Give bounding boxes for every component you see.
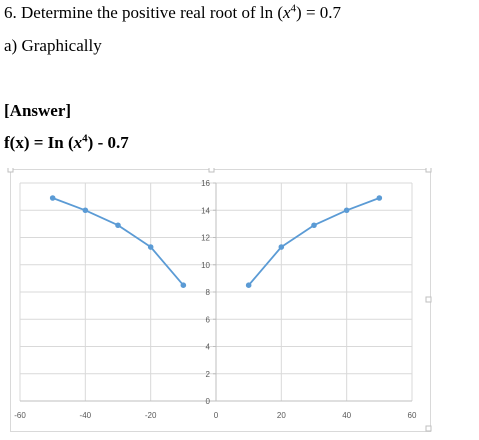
y-tick-label: 12 — [201, 234, 210, 243]
data-point[interactable] — [115, 222, 121, 229]
data-point[interactable] — [82, 207, 89, 214]
question-title: 6. Determine the positive real root of l… — [4, 3, 341, 23]
data-point[interactable] — [311, 222, 317, 229]
x-tick-label: 60 — [408, 411, 417, 420]
data-point[interactable] — [245, 282, 252, 288]
function-variable: x — [73, 133, 83, 152]
data-point[interactable] — [147, 244, 154, 250]
chart-handle-bottom-right[interactable] — [425, 425, 432, 432]
question-title-exponent: 4 — [290, 2, 297, 15]
y-tick-label: 10 — [201, 261, 210, 270]
axis-layer — [20, 182, 412, 402]
x-tick-label: -60 — [14, 411, 26, 420]
data-point[interactable] — [343, 207, 350, 214]
y-tick-label: 6 — [206, 315, 211, 324]
chart-handle-top-left[interactable] — [7, 166, 14, 173]
data-point[interactable] — [278, 244, 285, 250]
y-tick-label: 0 — [206, 397, 211, 406]
x-tick-label: 40 — [342, 411, 351, 420]
data-point[interactable] — [180, 282, 187, 288]
question-title-suffix: ) = 0.7 — [296, 3, 342, 22]
chart-outer-border — [10, 169, 431, 432]
chart-frame[interactable]: 0 2 4 6 8 10 12 14 16 -60 -40 -20 0 20 40 60 — [0, 166, 432, 434]
y-tick-label: 8 — [206, 288, 211, 297]
y-tick-label: 16 — [201, 179, 210, 188]
chart-handle-top-right[interactable] — [425, 166, 432, 173]
question-title-variable: x — [283, 3, 291, 22]
y-tick-label: 2 — [206, 370, 211, 379]
answer-heading: [Answer] — [4, 101, 72, 120]
series-layer — [49, 195, 383, 288]
data-point[interactable] — [49, 195, 56, 201]
question-part: a) Graphically — [4, 36, 102, 55]
y-tick-label: 14 — [201, 206, 210, 215]
chart-handle-mid-right[interactable] — [425, 296, 432, 303]
tick-label-layer: 0 2 4 6 8 10 12 14 16 -60 -40 -20 0 20 40 60 — [14, 179, 417, 420]
x-tick-label: 20 — [277, 411, 286, 420]
chart-handle-top-mid[interactable] — [208, 166, 215, 173]
data-point[interactable] — [376, 195, 383, 201]
function-suffix: ) - 0.7 — [87, 133, 129, 152]
function-exponent: 4 — [82, 132, 88, 145]
function-definition: f(x) = In (x4) - 0.7 — [4, 133, 129, 153]
function-prefix: f(x) = In ( — [4, 133, 74, 152]
chart-svg: 0 2 4 6 8 10 12 14 16 -60 -40 -20 0 20 40 60 — [7, 166, 432, 432]
x-tick-label: 0 — [214, 411, 219, 420]
question-title-prefix: 6. Determine the positive real root of l… — [4, 3, 283, 22]
x-tick-label: -20 — [145, 411, 157, 420]
x-tick-label: -40 — [80, 411, 92, 420]
y-tick-label: 4 — [206, 343, 211, 352]
